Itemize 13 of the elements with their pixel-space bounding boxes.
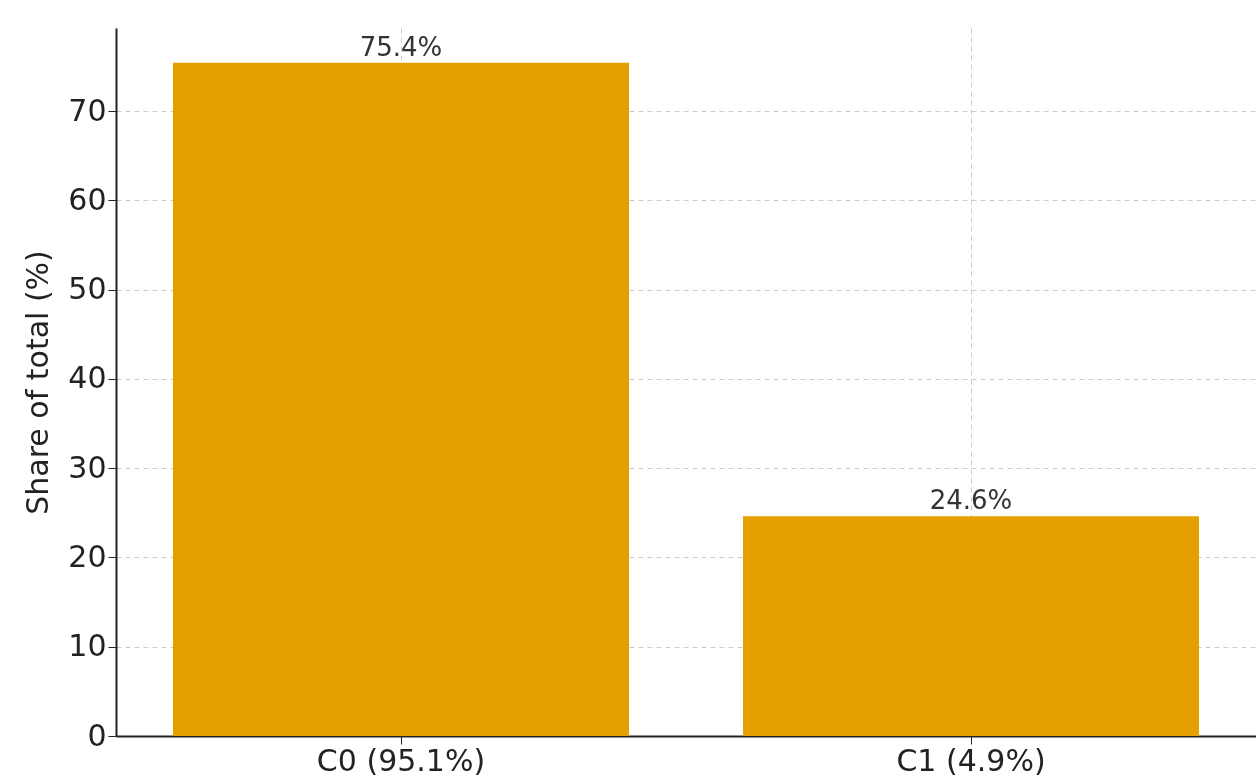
- data-label: 24.6%: [929, 485, 1013, 516]
- y-tick-label: 60: [68, 181, 107, 217]
- y-tick-label: 40: [68, 360, 107, 396]
- x-tick-label: C1 (4.9%): [896, 742, 1046, 778]
- y-tick-label: 10: [68, 628, 107, 664]
- x-tick-label: C0 (95.1%): [316, 742, 486, 778]
- y-tick-label: 70: [68, 92, 107, 128]
- y-tick-label: 0: [87, 717, 107, 753]
- y-tick-label: 30: [68, 449, 107, 485]
- data-label: 75.4%: [359, 31, 443, 62]
- y-axis-title: Share of total (%): [20, 250, 56, 515]
- y-tick-label: 50: [68, 271, 107, 307]
- y-tick-label: 20: [68, 538, 107, 574]
